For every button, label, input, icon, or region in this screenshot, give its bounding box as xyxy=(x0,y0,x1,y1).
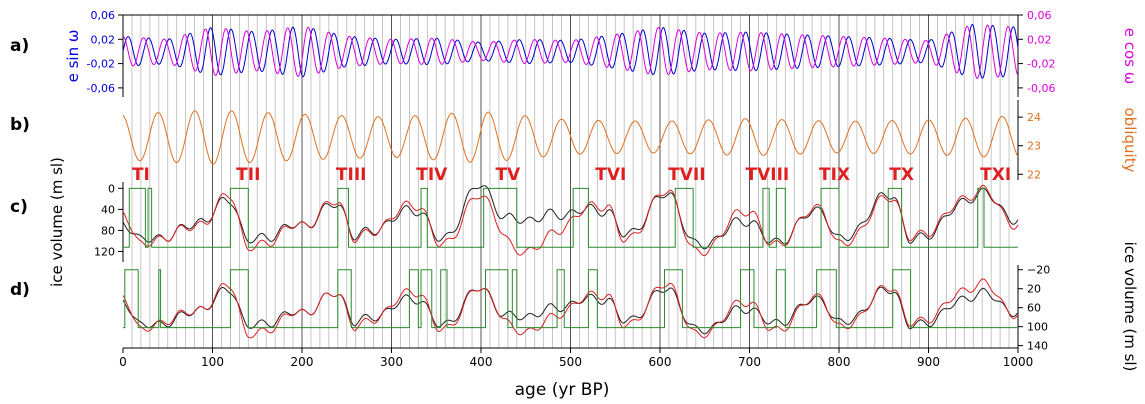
x-tick-label: 400 xyxy=(470,355,493,369)
x-tick-label: 200 xyxy=(291,355,314,369)
right-tick-label: 0,02 xyxy=(1027,33,1052,46)
x-tick-label: 100 xyxy=(201,355,224,369)
termination-label: TVI xyxy=(595,165,626,185)
left-axis-label: ice volume (m sl) xyxy=(48,157,66,287)
left-tick-label: 0 xyxy=(108,182,115,195)
termination-labels: TI TII TIII TIV TV TVI TVII TVIII TIX TX TXI xyxy=(132,165,1011,185)
right-tick-label: 140 xyxy=(1027,340,1048,353)
right-tick-label: −20 xyxy=(1027,264,1050,277)
right-axis-label: ice volume (m sl) xyxy=(1121,242,1139,372)
series-0 xyxy=(122,185,1019,250)
series-1 xyxy=(122,184,1019,257)
x-tick-label: 1000 xyxy=(1003,355,1034,369)
termination-label: TX xyxy=(889,165,914,185)
panel-2: c) 0 40 80 120 ice volume (m sl) xyxy=(10,157,1019,287)
left-tick-label: 0,02 xyxy=(91,33,116,46)
panels: a) 0,06 0,02 -0,02 -0,06 e sin ω 0,06 0,02 -0,02… xyxy=(10,9,1139,371)
left-tick-label: 80 xyxy=(101,224,115,237)
series-1 xyxy=(122,278,1019,339)
left-tick-label: -0,06 xyxy=(87,82,115,95)
panel-0: a) 0,06 0,02 -0,02 -0,06 e sin ω 0,06 0,02 -0,02… xyxy=(10,9,1139,97)
right-axis-label: e cos ω xyxy=(1121,28,1139,85)
right-tick-label: 0,06 xyxy=(1027,9,1052,22)
x-axis: 0 100 200 300 400 500 600 700 800 900 1000 xyxy=(119,14,1034,369)
x-tick-label: 500 xyxy=(559,355,582,369)
left-axis-label: e sin ω xyxy=(64,30,82,83)
termination-label: TII xyxy=(236,165,260,185)
left-tick-label: 120 xyxy=(94,245,115,258)
termination-label: TI xyxy=(132,165,150,185)
right-tick-label: 60 xyxy=(1027,302,1041,315)
right-tick-label: 20 xyxy=(1027,283,1041,296)
right-tick-label: 22 xyxy=(1027,168,1041,181)
termination-label: TV xyxy=(495,165,521,185)
termination-grid xyxy=(131,15,1010,348)
termination-label: TVIII xyxy=(746,165,790,185)
series-0 xyxy=(122,23,1019,79)
x-tick-label: 900 xyxy=(917,355,940,369)
right-tick-label: -0,06 xyxy=(1027,82,1055,95)
termination-label: TXI xyxy=(980,165,1011,185)
x-tick-label: 0 xyxy=(119,355,127,369)
series-2 xyxy=(123,187,1018,248)
right-axis-label: obliquity xyxy=(1121,108,1139,173)
left-tick-label: 40 xyxy=(101,203,115,216)
left-tick-label: 0,06 xyxy=(91,9,116,22)
panel-1: b) 24 23 22 obliquity xyxy=(10,100,1139,181)
x-tick-label: 800 xyxy=(828,355,851,369)
termination-label: TIX xyxy=(819,165,850,185)
panel-3: d) −20 20 60 100 140 ice volume (m sl) xyxy=(10,242,1139,372)
right-tick-label: 100 xyxy=(1027,321,1048,334)
series-1 xyxy=(122,24,1019,80)
series-0 xyxy=(122,110,1019,165)
termination-label: TIV xyxy=(416,165,448,185)
panel-tag: a) xyxy=(10,36,29,56)
right-tick-label: 23 xyxy=(1027,140,1041,153)
x-tick-label: 700 xyxy=(738,355,761,369)
right-tick-label: 24 xyxy=(1027,111,1041,124)
panel-tag: d) xyxy=(10,280,30,300)
x-tick-label: 300 xyxy=(380,355,403,369)
left-tick-label: -0,02 xyxy=(87,58,115,71)
x-axis-label: age (yr BP) xyxy=(515,380,610,400)
right-tick-label: -0,02 xyxy=(1027,58,1055,71)
panel-tag: b) xyxy=(10,115,30,135)
termination-label: TIII xyxy=(336,165,367,185)
termination-label: TVII xyxy=(668,165,705,185)
panel-tag: c) xyxy=(10,197,28,217)
x-tick-label: 600 xyxy=(649,355,672,369)
series-2 xyxy=(123,269,1018,329)
